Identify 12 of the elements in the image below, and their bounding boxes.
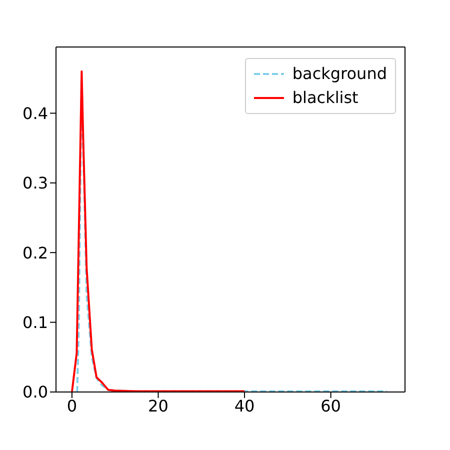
x-tick-label: 60 [320, 396, 341, 416]
line-series [70, 70, 246, 392]
legend-label: blacklist [292, 87, 358, 109]
y-tick-label: 0.3 [22, 174, 48, 193]
y-tick-label: 0.0 [22, 382, 48, 402]
x-tick-label: 20 [148, 396, 168, 416]
x-tick-label: 40 [234, 396, 255, 416]
legend-label: background [292, 63, 387, 85]
x-tick-label: 0 [66, 396, 78, 416]
y-tick-label: 0.1 [22, 312, 48, 332]
y-tick-label: 0.2 [22, 243, 48, 262]
y-tick-label: 0.4 [22, 104, 48, 123]
